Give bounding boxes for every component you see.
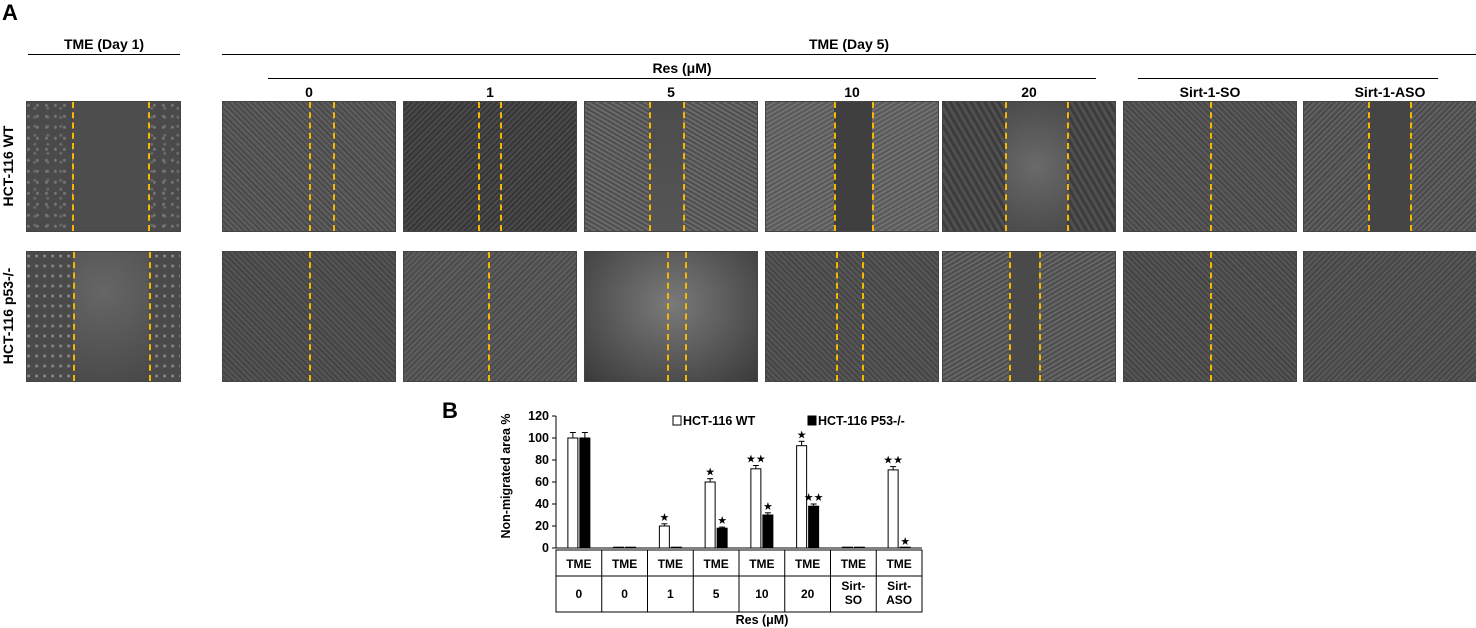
column-header-20: 20 [1021,84,1037,100]
table-cell-res: Sirt- [841,579,865,593]
y-tick-label: 60 [535,475,549,489]
table-cell-res: ASO [886,593,912,607]
micrograph-p53-20 [942,251,1116,382]
micrograph-wt-20 [942,101,1116,232]
header-res-rule [268,78,1096,79]
chart-bars: ★★★★★★★★★★★★ [567,429,911,549]
table-cell-tme: TME [612,557,637,571]
bar-wt [796,445,808,549]
bar-p53 [579,437,591,549]
table-cell-tme: TME [703,557,728,571]
legend-swatch-wt [672,415,682,426]
column-header-sirt-aso: Sirt-1-ASO [1354,84,1426,100]
bar-wt [841,546,853,549]
row-label-p53: HCT-116 p53-/- [0,267,16,365]
bar-wt [613,546,625,549]
table-cell-res: 0 [621,587,628,601]
bar-p53 [762,514,774,549]
micrograph-wt-1 [403,101,577,232]
table-cell-res: SO [845,593,862,607]
legend-label-wt: HCT-116 WT [683,414,756,428]
bar-p53 [899,546,911,549]
micrograph-p53-0 [222,251,396,382]
micrograph-wt-10 [765,101,939,232]
column-header-5: 5 [667,84,675,100]
table-cell-tme: TME [841,557,866,571]
column-header-sirt-so: Sirt-1-SO [1179,84,1241,100]
table-cell-tme: TME [749,557,774,571]
bar-p53 [625,546,637,549]
bar-wt [750,468,762,549]
micrograph-wt-day1 [26,101,181,232]
table-cell-res: 0 [576,587,583,601]
significance-marker: ★ [763,501,773,513]
header-sirt-rule [1138,78,1438,79]
header-day1: TME (Day 1) [63,36,145,52]
bar-p53 [670,546,682,549]
y-tick-label: 20 [535,519,549,533]
table-cell-res: Sirt- [887,579,911,593]
chart-legend: HCT-116 WT HCT-116 P53-/- [672,414,905,428]
table-cell-tme: TME [658,557,683,571]
header-day5-rule [222,54,1476,55]
legend-label-p53: HCT-116 P53-/- [818,414,905,428]
micrograph-wt-5 [584,101,758,232]
bar-p53 [716,527,728,549]
table-cell-res: 20 [801,587,815,601]
panel-a-letter: A [2,0,18,25]
chart-ylabel: Non-migrated area % [499,413,513,538]
table-cell-res: 1 [667,587,674,601]
table-cell-res: 5 [713,587,720,601]
bar-p53 [853,546,865,549]
y-tick-label: 100 [528,431,549,445]
micrograph-wt-sirt-so [1123,101,1297,232]
bar-p53 [808,505,820,549]
y-tick-label: 0 [542,541,549,555]
header-res: Res (μM) [652,60,712,76]
chart-xlabel: Res (μM) [736,613,789,627]
micrograph-p53-5 [584,251,758,382]
column-header-1: 1 [486,84,494,100]
micrograph-p53-day1 [26,251,181,382]
bar-wt [704,481,716,549]
column-header-10: 10 [844,84,860,100]
micrograph-p53-1 [403,251,577,382]
significance-marker: ★ [659,512,669,524]
micrograph-p53-sirt-so [1123,251,1297,382]
micrograph-wt-0 [222,101,396,232]
significance-marker: ★ [717,515,727,527]
y-tick-label: 40 [535,497,549,511]
micrograph-p53-10 [765,251,939,382]
micrograph-wt-sirt-aso [1303,101,1476,232]
header-day5: TME (Day 5) [808,36,890,52]
bar-wt [567,437,579,549]
significance-marker: ★★ [883,455,903,467]
y-tick-label: 120 [528,409,549,423]
migration-bar-chart: Non-migrated area % HCT-116 WT HCT-116 P… [499,409,923,627]
row-label-wt: HCT-116 WT [0,125,16,207]
significance-marker: ★ [900,536,910,548]
table-cell-tme: TME [886,557,911,571]
panel-b-letter: B [442,398,458,423]
significance-marker: ★★ [804,492,824,504]
column-header-0: 0 [305,84,313,100]
significance-marker: ★★ [746,454,766,466]
table-cell-tme: TME [566,557,591,571]
micrograph-p53-sirt-aso [1303,251,1476,382]
bar-wt [887,469,899,549]
significance-marker: ★ [797,429,807,441]
y-tick-label: 80 [535,453,549,467]
header-day1-rule [28,54,180,55]
table-cell-res: 10 [755,587,769,601]
table-cell-tme: TME [795,557,820,571]
bar-wt [658,525,670,549]
legend-swatch-p53 [807,415,817,426]
significance-marker: ★ [705,467,715,479]
